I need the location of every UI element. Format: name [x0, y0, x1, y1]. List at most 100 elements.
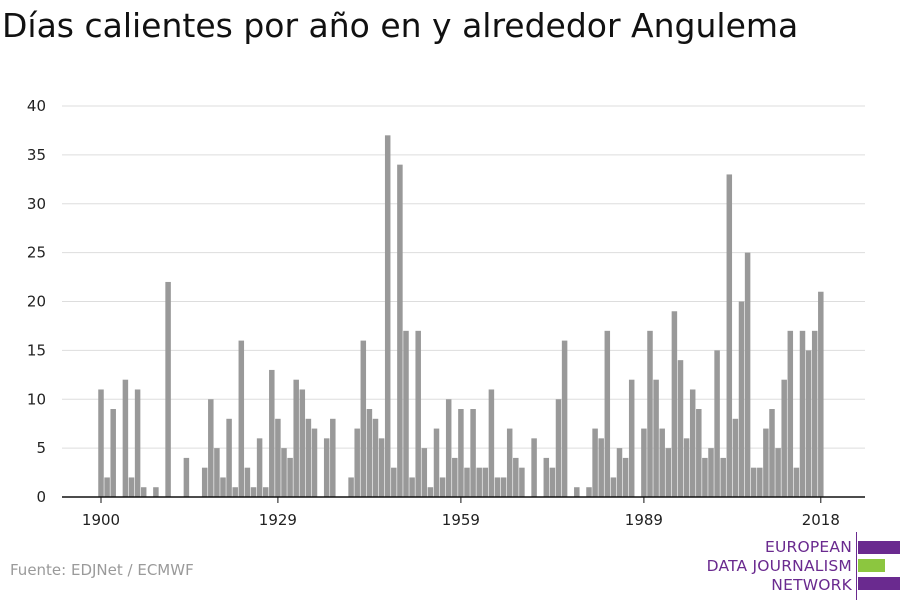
bar-1984[interactable] — [610, 477, 617, 497]
bar-1938[interactable] — [330, 418, 336, 497]
bar-1911[interactable] — [165, 281, 171, 497]
bar-1947[interactable] — [384, 135, 391, 497]
bar-2017[interactable] — [811, 330, 818, 497]
bar-1937[interactable] — [323, 438, 330, 497]
bar-1932[interactable] — [293, 379, 299, 497]
bar-1992[interactable] — [659, 428, 665, 497]
bar-1905[interactable] — [128, 477, 135, 497]
bar-1920[interactable] — [220, 477, 226, 497]
bar-1961[interactable] — [470, 409, 476, 497]
bar-1914[interactable] — [183, 457, 190, 497]
bar-1981[interactable] — [592, 428, 598, 497]
bar-2008[interactable] — [757, 467, 763, 497]
bar-2001[interactable] — [714, 350, 720, 498]
bar-1943[interactable] — [360, 340, 367, 497]
bar-1964[interactable] — [488, 389, 495, 497]
bar-2013[interactable] — [787, 330, 794, 497]
bar-2002[interactable] — [720, 457, 726, 497]
bar-1957[interactable] — [445, 399, 452, 497]
bar-1942[interactable] — [354, 428, 360, 497]
bar-2011[interactable] — [775, 448, 781, 498]
bar-1900[interactable] — [98, 389, 104, 497]
bar-1963[interactable] — [482, 467, 489, 497]
bar-1930[interactable] — [281, 448, 287, 498]
bar-1980[interactable] — [586, 487, 592, 497]
bar-2003[interactable] — [726, 174, 733, 497]
bar-1922[interactable] — [232, 487, 238, 497]
bar-1982[interactable] — [598, 438, 604, 497]
bar-1923[interactable] — [238, 340, 245, 497]
bar-1998[interactable] — [696, 409, 702, 497]
bar-1945[interactable] — [372, 418, 379, 497]
bar-1944[interactable] — [366, 409, 373, 497]
bar-1952[interactable] — [415, 330, 421, 497]
bar-1946[interactable] — [378, 438, 385, 497]
bar-1904[interactable] — [122, 379, 129, 497]
bar-1993[interactable] — [665, 448, 672, 498]
bar-1968[interactable] — [513, 457, 519, 497]
bar-2006[interactable] — [744, 252, 751, 498]
bar-1918[interactable] — [208, 399, 214, 497]
bar-1907[interactable] — [140, 487, 147, 497]
bar-1953[interactable] — [421, 448, 428, 498]
bar-2005[interactable] — [738, 301, 745, 498]
bar-1935[interactable] — [311, 428, 318, 497]
bar-1928[interactable] — [269, 369, 275, 497]
bar-1934[interactable] — [305, 418, 312, 497]
bar-2015[interactable] — [799, 330, 806, 497]
bar-1997[interactable] — [689, 389, 696, 497]
bar-2007[interactable] — [750, 467, 757, 497]
bar-1951[interactable] — [409, 477, 415, 497]
bar-1974[interactable] — [549, 467, 556, 497]
bar-1921[interactable] — [226, 418, 232, 497]
bar-1931[interactable] — [287, 457, 293, 497]
bar-2000[interactable] — [708, 448, 714, 498]
bar-1929[interactable] — [275, 418, 281, 497]
bar-2012[interactable] — [781, 379, 787, 497]
bar-1994[interactable] — [671, 311, 678, 497]
bar-1954[interactable] — [427, 487, 434, 497]
bar-1973[interactable] — [543, 457, 550, 497]
bar-1917[interactable] — [201, 467, 208, 497]
bar-1987[interactable] — [628, 379, 635, 497]
bar-1990[interactable] — [647, 330, 653, 497]
bar-2014[interactable] — [793, 467, 800, 497]
bar-1989[interactable] — [641, 428, 647, 497]
bar-1983[interactable] — [604, 330, 611, 497]
bar-1948[interactable] — [391, 467, 397, 497]
bar-1926[interactable] — [256, 438, 263, 497]
bar-1976[interactable] — [561, 340, 568, 497]
bar-1902[interactable] — [110, 409, 116, 497]
bar-1925[interactable] — [250, 487, 257, 497]
bar-1901[interactable] — [104, 477, 110, 497]
bar-1933[interactable] — [299, 389, 306, 497]
bar-1967[interactable] — [506, 428, 513, 497]
bar-1985[interactable] — [616, 448, 623, 498]
bar-1958[interactable] — [452, 457, 458, 497]
bar-1949[interactable] — [397, 164, 403, 497]
bar-1919[interactable] — [214, 448, 220, 498]
bar-2004[interactable] — [732, 418, 739, 497]
bar-2010[interactable] — [769, 409, 775, 497]
bar-1991[interactable] — [653, 379, 659, 497]
bar-1960[interactable] — [464, 467, 470, 497]
bar-1959[interactable] — [458, 409, 464, 497]
bar-1986[interactable] — [622, 457, 629, 497]
bar-1956[interactable] — [439, 477, 446, 497]
bar-1941[interactable] — [348, 477, 354, 497]
bar-1996[interactable] — [683, 438, 690, 497]
bar-2018[interactable] — [818, 291, 824, 497]
bar-1995[interactable] — [677, 360, 684, 497]
bar-1978[interactable] — [574, 487, 580, 497]
bar-1969[interactable] — [519, 467, 525, 497]
bar-1906[interactable] — [134, 389, 141, 497]
bar-2016[interactable] — [805, 350, 812, 498]
bar-2009[interactable] — [763, 428, 769, 497]
bar-1924[interactable] — [244, 467, 251, 497]
bar-1950[interactable] — [403, 330, 409, 497]
bar-1966[interactable] — [500, 477, 507, 497]
bar-1971[interactable] — [531, 438, 537, 497]
bar-1965[interactable] — [494, 477, 501, 497]
bar-1999[interactable] — [702, 457, 708, 497]
bar-1909[interactable] — [153, 487, 159, 497]
